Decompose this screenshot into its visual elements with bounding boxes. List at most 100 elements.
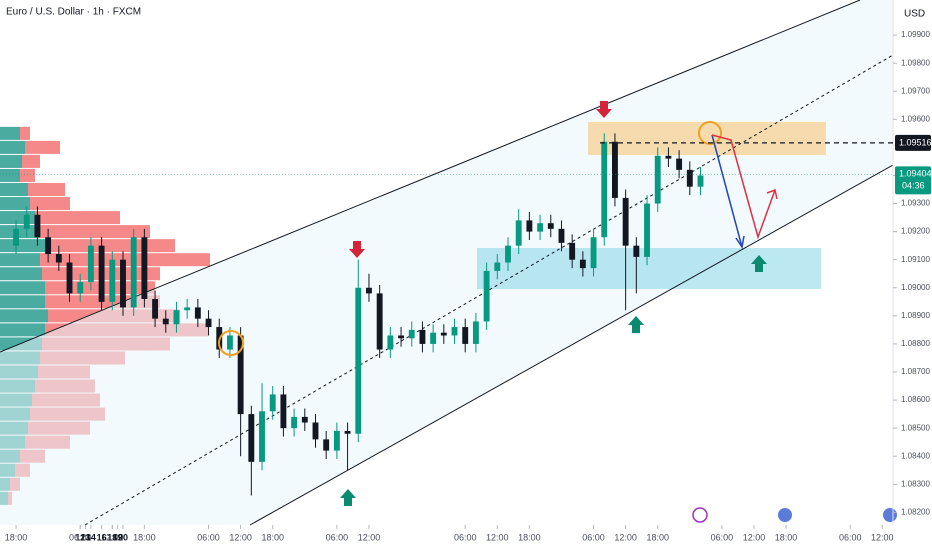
event-icon[interactable] [883, 508, 897, 522]
x-tick-label: 12:00 [743, 532, 766, 542]
event-icon[interactable] [692, 507, 708, 523]
y-tick-label: 1.08200 [901, 507, 930, 516]
candle-body [515, 220, 522, 246]
candle-body [323, 439, 330, 451]
candle-body [676, 158, 683, 170]
candle-body [366, 287, 372, 294]
vp-sell [28, 182, 65, 197]
candle-body [494, 262, 501, 271]
candle-body [269, 394, 276, 412]
down-arrow [349, 241, 365, 258]
vp-buy [0, 168, 20, 182]
vp-buy [0, 126, 20, 140]
candle-body [237, 335, 244, 415]
vp-sell [30, 197, 70, 211]
x-tick-label: 06:00 [197, 532, 220, 542]
x-tick-label: 12:00 [486, 532, 509, 542]
candle-body [462, 327, 469, 344]
y-tick-label: 1.09900 [901, 30, 930, 39]
up-arrow [751, 255, 767, 272]
candle-body [430, 332, 437, 344]
vp-buy [0, 239, 45, 253]
x-tick-label: 12:00 [871, 532, 894, 542]
x-tick-label: 18:00 [261, 532, 284, 542]
candle-body [654, 155, 661, 204]
x-tick-label: 18:00 [133, 532, 156, 542]
chart-title: Euro / U.S. Dollar · 1h · FXCM [6, 7, 141, 18]
x-tick-label: 14 [86, 532, 96, 542]
candle-body [451, 327, 458, 336]
x-tick-label: 06:00 [839, 532, 862, 542]
arrow-head [766, 188, 778, 200]
candle-body [387, 335, 394, 350]
candle-body [141, 237, 148, 299]
candle-body [472, 321, 479, 344]
y-tick-label: 1.08500 [901, 423, 930, 432]
candle-body [66, 262, 73, 294]
candle-body [34, 214, 41, 238]
candle-body [301, 416, 308, 423]
candle-body [611, 141, 618, 198]
candle-body [398, 335, 404, 339]
vp-sell [20, 168, 35, 182]
x-tick-label: 19 [113, 532, 123, 542]
candle-body [291, 416, 298, 429]
up-arrow [628, 316, 644, 333]
up-arrow [340, 489, 356, 506]
vp-buy [0, 211, 35, 225]
candles [13, 133, 704, 496]
channel-lower [249, 164, 894, 526]
candle-body [622, 197, 629, 246]
x-tick-label: 12 [75, 532, 85, 542]
candle-body [633, 245, 640, 257]
candle-body [569, 242, 576, 260]
candle-body [23, 214, 30, 229]
y-tick-label: 1.08900 [901, 311, 930, 320]
highlight-circle [698, 121, 722, 145]
vp-sell [40, 225, 150, 239]
candle-body [162, 318, 169, 325]
x-tick-label: 06:00 [326, 532, 349, 542]
candle-body [184, 307, 191, 311]
candle-body [226, 335, 233, 350]
candle-body [355, 287, 362, 434]
candle-body [483, 270, 490, 322]
candle-body [259, 411, 265, 462]
x-tick-label: 12:00 [229, 532, 252, 542]
candle-body [344, 430, 351, 434]
highlight-circle [218, 330, 244, 356]
x-tick-label: 06:00 [711, 532, 734, 542]
candle-body [547, 223, 554, 229]
countdown: 04:36 [902, 181, 925, 191]
candle-body [130, 237, 137, 308]
x-tick-label: 12:00 [101, 532, 124, 542]
level-label: 1.09516 [899, 137, 932, 147]
x-tick-label: 18:00 [775, 532, 798, 542]
y-tick-label: 1.09700 [901, 86, 930, 95]
candle-body [280, 394, 287, 429]
event-icon[interactable] [778, 508, 792, 522]
candle-body [45, 237, 52, 255]
candle-body [537, 223, 544, 232]
y-tick-label: 1.08300 [901, 479, 930, 488]
supply-zone [588, 122, 826, 155]
x-tick-label: 18 [107, 532, 117, 542]
candle-body [579, 259, 586, 269]
y-tick-label: 1.09100 [901, 255, 930, 264]
candle-body [87, 245, 94, 283]
vp-buy [0, 182, 28, 197]
vp-buy [0, 225, 40, 239]
y-tick-label: 1.08400 [901, 451, 930, 460]
x-tick-label: 12:00 [358, 532, 381, 542]
x-tick-label: 06:00 [454, 532, 477, 542]
candle-body [419, 329, 426, 344]
candle-body [558, 228, 565, 243]
vp-sell [25, 140, 60, 154]
projection-red [711, 134, 776, 240]
candle-body [109, 259, 116, 302]
y-tick-label: 1.08800 [901, 339, 930, 348]
candle-body [665, 155, 672, 159]
candle-body [440, 332, 447, 336]
x-tick-label: 18:00 [5, 532, 28, 542]
